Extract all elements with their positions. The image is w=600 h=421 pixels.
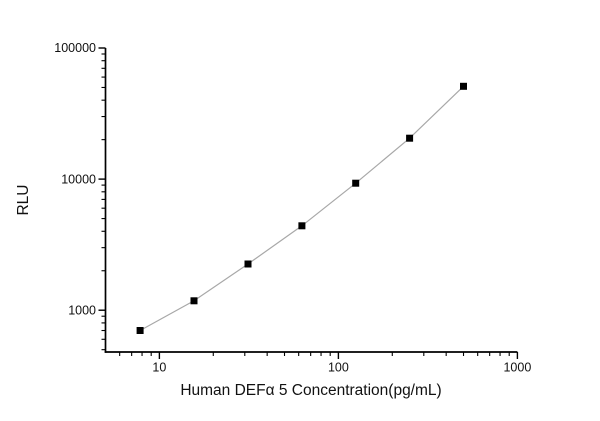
data-point-marker <box>460 82 467 90</box>
y-tick-label: 10000 <box>61 172 96 186</box>
data-point-marker <box>190 297 198 305</box>
x-tick-label: 1000 <box>503 361 531 375</box>
data-point-marker <box>244 260 252 268</box>
data-point-marker <box>136 327 144 334</box>
data-point-marker <box>352 179 360 187</box>
data-point-marker <box>406 134 414 142</box>
x-tick-label: 10 <box>152 361 166 375</box>
data-point-marker <box>298 222 306 230</box>
y-axis-title: RLU <box>15 184 32 215</box>
y-tick-label: 1000 <box>68 303 96 317</box>
y-tick-label: 100000 <box>54 41 96 55</box>
x-tick-label: 100 <box>328 361 349 375</box>
curve-line <box>139 85 464 332</box>
series-standard-curve <box>136 82 467 334</box>
x-axis-title: Human DEFα 5 Concentration(pg/mL) <box>180 382 441 399</box>
axes: 10 100 1000 1000 10000 100000 <box>54 41 531 374</box>
